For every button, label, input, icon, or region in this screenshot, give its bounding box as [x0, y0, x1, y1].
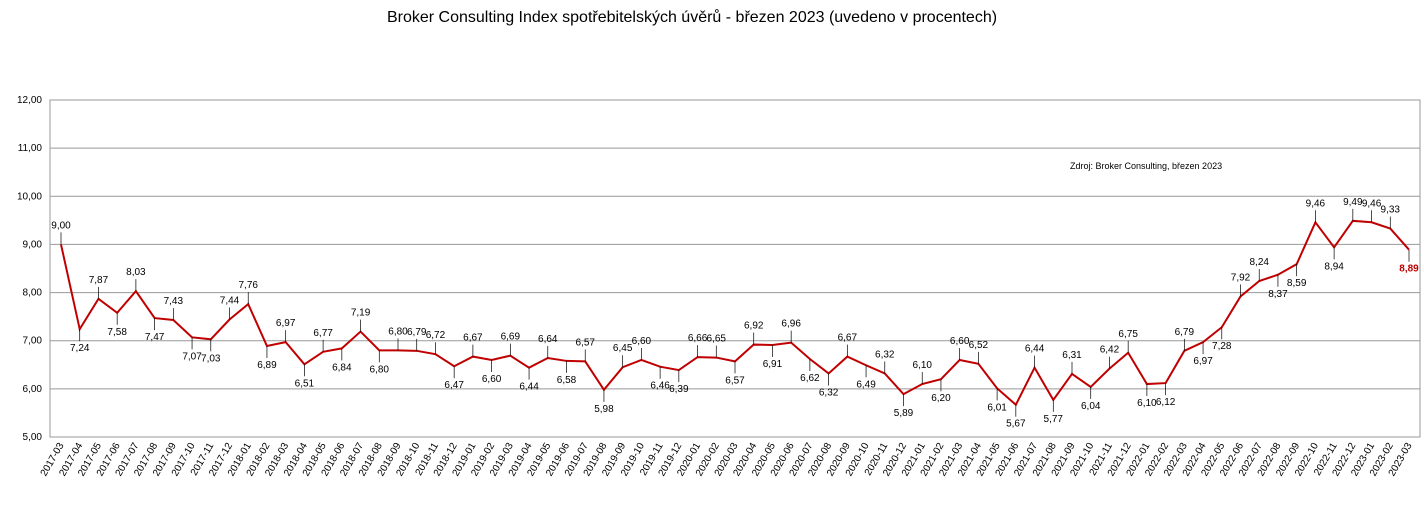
data-label: 6,79	[407, 327, 427, 338]
data-label: 7,47	[145, 332, 165, 343]
data-label: 6,96	[781, 319, 801, 330]
data-label: 8,94	[1324, 261, 1344, 272]
data-label: 6,20	[931, 393, 951, 404]
data-label: 7,03	[201, 353, 221, 364]
data-label: 6,80	[370, 364, 390, 375]
y-tick-label: 7,00	[23, 336, 43, 347]
data-label: 6,39	[669, 384, 689, 395]
data-label: 6,44	[519, 382, 539, 393]
data-label: 6,57	[725, 375, 745, 386]
data-label: 5,98	[594, 404, 614, 415]
data-label: 6,80	[388, 326, 408, 337]
data-label: 7,92	[1231, 272, 1251, 283]
data-label: 6,75	[1118, 329, 1138, 340]
y-tick-label: 5,00	[23, 432, 43, 443]
data-label: 7,58	[107, 327, 127, 338]
data-label: 6,04	[1081, 401, 1101, 412]
y-tick-label: 6,00	[23, 384, 43, 395]
data-label: 5,67	[1006, 419, 1026, 430]
data-label: 6,77	[313, 328, 333, 339]
data-label: 6,92	[744, 321, 764, 332]
y-tick-label: 10,00	[17, 191, 42, 202]
data-label: 6,84	[332, 362, 352, 373]
data-label: 8,89	[1399, 264, 1419, 275]
data-label: 6,42	[1100, 345, 1120, 356]
annotation: Zdroj: Broker Consulting, březen 2023	[1070, 161, 1222, 171]
data-label: 6,67	[463, 333, 483, 344]
data-label: 6,44	[1025, 344, 1045, 355]
y-tick-label: 12,00	[17, 95, 42, 106]
data-label: 6,60	[632, 336, 652, 347]
plot-frame	[49, 99, 1421, 438]
data-label: 6,79	[1175, 327, 1195, 338]
data-label: 6,64	[538, 334, 558, 345]
data-label: 9,46	[1362, 198, 1382, 209]
data-label: 6,45	[613, 343, 633, 354]
data-label: 7,87	[89, 275, 109, 286]
data-label: 6,97	[276, 318, 296, 329]
data-label: 6,51	[295, 378, 315, 389]
data-label: 6,97	[1193, 356, 1213, 367]
y-tick-label: 9,00	[23, 239, 43, 250]
data-label: 9,00	[51, 220, 71, 231]
data-label: 6,67	[838, 333, 858, 344]
data-label: 7,28	[1212, 341, 1232, 352]
data-label: 9,33	[1381, 205, 1401, 216]
data-label: 6,62	[800, 373, 820, 384]
data-label: 6,49	[856, 379, 876, 390]
data-label: 6,58	[557, 375, 577, 386]
data-label: 5,89	[894, 408, 914, 419]
data-label: 6,60	[482, 374, 502, 385]
data-label: 6,31	[1062, 350, 1082, 361]
data-label: 6,65	[707, 334, 727, 345]
data-label: 6,10	[1137, 398, 1157, 409]
data-label: 7,76	[238, 280, 258, 291]
data-label: 9,46	[1306, 198, 1326, 209]
data-label: 6,66	[688, 333, 708, 344]
chart-title: Broker Consulting Index spotřebitelských…	[387, 8, 997, 26]
data-label: 6,01	[987, 402, 1007, 413]
data-label: 6,91	[763, 359, 783, 370]
data-label: 7,43	[164, 296, 184, 307]
data-label: 7,44	[220, 296, 240, 307]
data-label: 8,37	[1268, 289, 1288, 300]
data-label: 7,07	[182, 351, 202, 362]
data-label: 5,77	[1044, 414, 1064, 425]
data-label: 6,52	[969, 340, 989, 351]
y-tick-label: 11,00	[18, 143, 43, 154]
data-label: 6,10	[912, 360, 932, 371]
data-label: 6,72	[426, 330, 446, 341]
data-label: 7,19	[351, 308, 371, 319]
data-label: 6,46	[650, 381, 670, 392]
data-label: 6,32	[819, 387, 839, 398]
data-label: 6,57	[575, 337, 595, 348]
y-tick-label: 8,00	[23, 288, 43, 299]
data-label: 6,12	[1156, 397, 1176, 408]
data-label: 6,60	[950, 336, 970, 347]
data-label: 6,47	[444, 380, 464, 391]
data-label: 6,89	[257, 360, 277, 371]
data-label: 6,69	[501, 332, 521, 343]
data-label: 7,24	[70, 343, 90, 354]
data-label: 6,32	[875, 349, 895, 360]
data-label: 9,49	[1343, 197, 1363, 208]
data-label: 8,24	[1249, 257, 1269, 268]
data-label: 8,03	[126, 267, 146, 278]
data-label: 8,59	[1287, 278, 1307, 289]
